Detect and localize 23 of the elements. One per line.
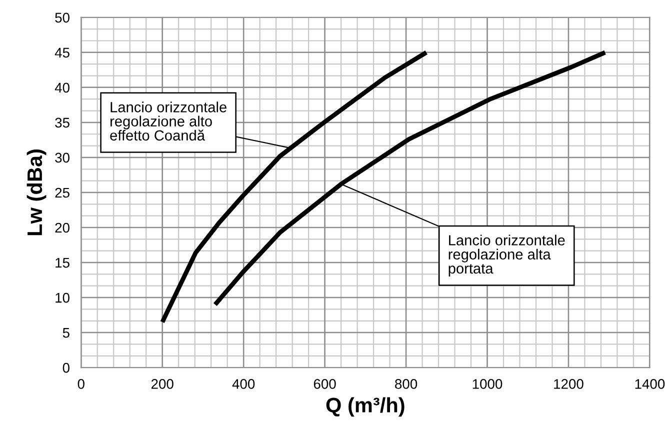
y-tick-label: 35 (55, 118, 70, 128)
y-tick-label: 30 (55, 152, 70, 163)
y-tick-label: 25 (55, 188, 70, 198)
x-tick-label: 200 (151, 379, 174, 389)
y-tick-label: 40 (54, 82, 70, 93)
y-tick-label: 20 (55, 222, 70, 233)
x-tick-label: 400 (232, 379, 255, 389)
x-tick-label: 0 (78, 379, 84, 389)
x-tick-label: 800 (395, 379, 418, 389)
annotation: Lancio orizzontale regolazione alto effetto Coandă (110, 102, 226, 141)
x-axis-title: Q (m³/h) (326, 397, 404, 417)
y-tick-label: 5 (62, 328, 70, 338)
y-tick-label: 45 (54, 48, 70, 58)
x-tick-label: 600 (314, 379, 336, 389)
y-axis-title: Lw (dBa) (26, 150, 46, 236)
y-tick-label: 15 (56, 258, 70, 268)
x-tick-label: 1000 (472, 379, 502, 389)
annotation: Lancio orizzontale regolazione alta portata (448, 234, 565, 277)
y-tick-label: 10 (56, 292, 70, 303)
y-tick-label: 0 (62, 362, 70, 373)
x-tick-label: 1200 (554, 379, 584, 389)
y-tick-label: 50 (55, 12, 70, 23)
x-tick-label: 1400 (635, 379, 665, 389)
